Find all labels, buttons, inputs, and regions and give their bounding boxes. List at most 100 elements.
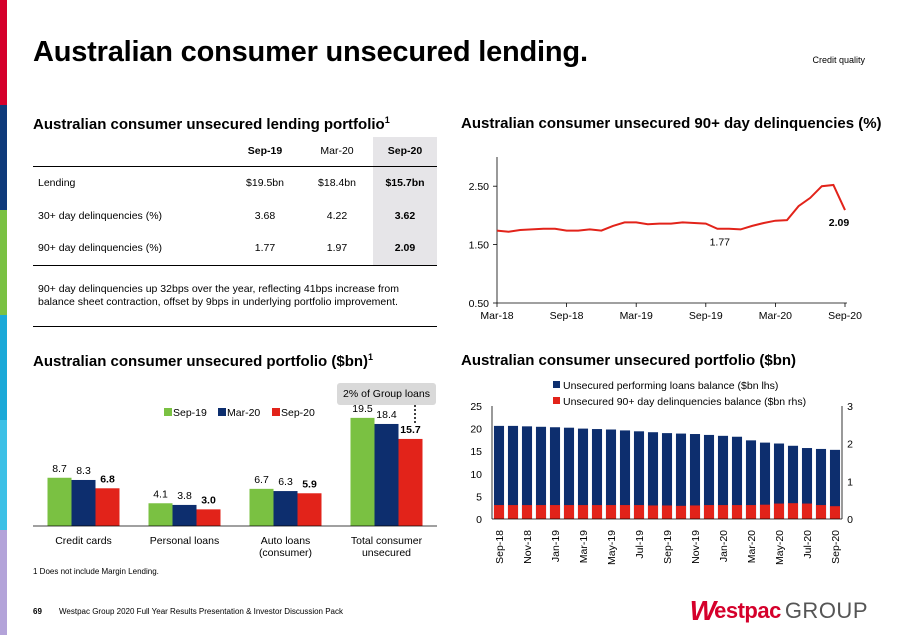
footer-text: Westpac Group 2020 Full Year Results Pre…	[59, 607, 343, 616]
x-tick-label: Jul-20	[802, 530, 814, 559]
table-row: 90+ day delinquencies (%) 1.77 1.97 2.09	[33, 232, 437, 266]
performing-bar	[759, 442, 771, 519]
delinquency-bar	[493, 505, 505, 519]
table-cell: 3.68	[254, 209, 276, 222]
delinquency-line	[496, 183, 846, 233]
portfolio-table: Sep-19 Mar-20 Sep-20 Lending $19.5bn $18…	[33, 137, 437, 266]
y-right-tick-label: 2	[847, 439, 853, 451]
table-cell: 1.77	[229, 232, 301, 266]
delinquency-bar	[759, 504, 771, 519]
edge-band-6	[0, 530, 7, 635]
performing-bar	[535, 426, 547, 519]
bar-value-label: 3.0	[201, 494, 216, 506]
bar-value-label: 6.3	[278, 476, 293, 488]
table-cell: 2.09	[373, 232, 437, 266]
x-tick-label: Mar-19	[620, 310, 653, 322]
legend-swatch	[218, 408, 226, 416]
performing-bar	[689, 434, 701, 519]
delinquency-bar	[773, 503, 785, 519]
performing-bar	[787, 445, 799, 519]
table-header-cell	[33, 137, 229, 167]
performing-bar	[549, 427, 561, 519]
page-number: 69	[33, 607, 42, 616]
performing-bar	[563, 427, 575, 519]
x-tick-label: Sep-19	[662, 530, 674, 564]
bar	[196, 509, 221, 526]
delinquency-bar	[661, 505, 673, 519]
delinquency-bar	[577, 505, 589, 519]
bar-value-label: 6.7	[254, 474, 269, 486]
bar	[398, 438, 423, 526]
performing-bar	[773, 443, 785, 519]
westpac-logo: W estpac GROUP	[690, 597, 868, 625]
table-note: 90+ day delinquencies up 32bps over the …	[38, 283, 400, 308]
performing-bar	[647, 432, 659, 519]
performing-bar	[675, 433, 687, 519]
delinquency-bar	[633, 505, 645, 519]
bar	[71, 479, 96, 526]
delinquency-bar	[717, 505, 729, 519]
y-left-tick-label: 0	[476, 514, 482, 526]
y-right-tick-label: 3	[847, 401, 853, 413]
performing-bar	[633, 431, 645, 519]
x-tick-label: Nov-19	[690, 530, 702, 564]
delinquency-bar	[801, 503, 813, 519]
data-label: 2.09	[829, 217, 850, 229]
bar	[148, 503, 173, 526]
performing-bar	[507, 425, 519, 519]
delinquency-bar	[507, 505, 519, 519]
performing-bar	[703, 434, 715, 519]
legend-swatch	[164, 408, 172, 416]
table-cell: 30+ day delinquencies (%)	[38, 209, 163, 222]
bar-chart-title: Australian consumer unsecured portfolio …	[33, 352, 374, 370]
legend-swatch	[553, 397, 560, 404]
bar	[249, 488, 274, 526]
x-tick-label: May-20	[774, 530, 786, 565]
logo-wordmark: estpac	[714, 598, 781, 623]
edge-band-1	[0, 0, 7, 105]
delinquency-bar	[787, 503, 799, 519]
category-label: Auto loans	[261, 535, 311, 547]
x-tick-label: Sep-20	[828, 310, 862, 322]
delinquency-bar	[521, 505, 533, 519]
x-tick-label: Mar-19	[578, 530, 590, 563]
delinquency-bar	[605, 505, 617, 519]
legend-label: Unsecured 90+ day delinquencies balance …	[563, 396, 806, 408]
delinquency-bar	[815, 505, 827, 519]
performing-bar	[577, 428, 589, 519]
edge-band-2	[0, 105, 7, 210]
x-tick-label: Mar-18	[480, 310, 513, 322]
performing-bar	[829, 449, 841, 519]
category-label: unsecured	[362, 547, 411, 559]
y-left-tick-label: 25	[470, 401, 482, 413]
performing-bar	[605, 429, 617, 519]
table-cell: 90+ day delinquencies (%)	[33, 232, 229, 266]
y-left-tick-label: 20	[470, 424, 482, 436]
table-row: Lending $19.5bn $18.4bn $15.7bn	[33, 166, 437, 199]
performing-bar	[493, 425, 505, 519]
delinquency-bar	[647, 505, 659, 519]
table-header-cell: Mar-20	[301, 137, 373, 167]
category-label: (consumer)	[259, 547, 312, 559]
group-loans-callout: 2% of Group loans	[337, 383, 436, 405]
delinquency-bar	[745, 505, 757, 519]
delinquency-bar	[549, 505, 561, 519]
bar-value-label: 3.8	[177, 490, 192, 502]
line-chart-title: Australian consumer unsecured 90+ day de…	[461, 115, 882, 132]
y-tick-label: 0.50	[469, 298, 490, 310]
bar-value-label: 6.8	[100, 473, 115, 485]
table-cell: 1.97	[301, 232, 373, 266]
table-cell: Lending	[38, 176, 76, 189]
edge-band-3	[0, 210, 7, 315]
performing-bar	[591, 429, 603, 519]
table-cell: 4.22	[326, 209, 348, 222]
x-tick-label: May-19	[606, 530, 618, 565]
y-right-tick-label: 1	[847, 476, 853, 488]
bar	[297, 493, 322, 526]
bar	[273, 491, 298, 526]
stacked-chart-title: Australian consumer unsecured portfolio …	[461, 352, 797, 369]
x-tick-label: Nov-18	[522, 530, 534, 564]
table-header-cell: Sep-20	[373, 137, 437, 167]
table-cell: $15.7bn	[373, 166, 437, 199]
y-right-tick-label: 0	[847, 514, 853, 526]
